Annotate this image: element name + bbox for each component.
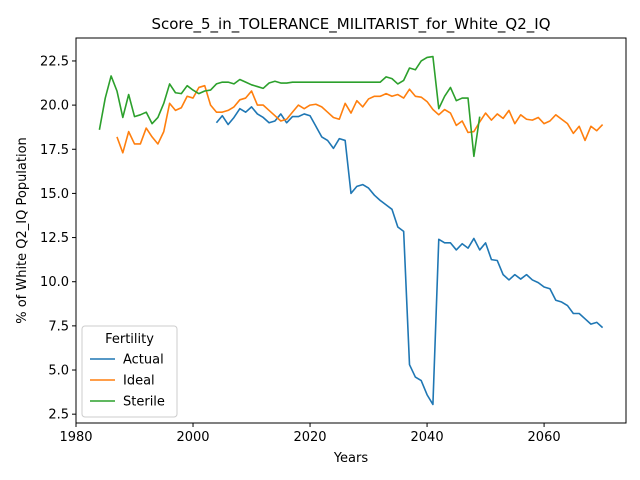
- legend-entries: Actual Ideal Sterile: [90, 353, 165, 410]
- y-axis-label: % of White Q2_IQ Population: [15, 137, 30, 324]
- y-tick-label: 12.5: [40, 231, 69, 246]
- x-tick-label: 1980: [59, 430, 92, 445]
- x-axis-label: Years: [333, 451, 369, 466]
- y-tick-label: 20.0: [40, 99, 69, 114]
- y-tick-label: 15.0: [40, 187, 69, 202]
- legend-title: Fertility: [105, 332, 154, 347]
- y-tick-label: 22.5: [40, 54, 69, 69]
- x-tick-label: 2020: [293, 430, 326, 445]
- series-line-sterile: [98, 55, 481, 158]
- y-tick-label: 17.5: [40, 143, 69, 158]
- chart-title: Score_5_in_TOLERANCE_MILITARIST_for_Whit…: [151, 15, 550, 34]
- x-tick-label: 2000: [176, 430, 209, 445]
- y-tick-label: 10.0: [40, 275, 69, 290]
- legend-box: [81, 325, 178, 418]
- y-tick-label: 5.0: [48, 364, 69, 379]
- legend-label-actual: Actual: [123, 353, 164, 368]
- x-tick-label: 2040: [411, 430, 444, 445]
- legend-label-sterile: Sterile: [123, 395, 165, 410]
- series-line-actual: [215, 106, 604, 406]
- legend: Fertility Actual Ideal Sterile: [81, 325, 178, 418]
- legend-label-ideal: Ideal: [123, 374, 155, 389]
- x-axis: 1980 2000 2020 2040 2060: [59, 423, 561, 445]
- y-tick-label: 7.5: [48, 319, 69, 334]
- y-tick-label: 2.5: [48, 408, 69, 423]
- x-tick-label: 2060: [528, 430, 561, 445]
- y-axis: 2.5 5.0 7.5 10.0 12.5 15.0 17.5 20.0 22.5: [40, 54, 76, 423]
- series-line-ideal: [116, 84, 604, 154]
- series-layer: [98, 55, 604, 406]
- axes-frame: [75, 37, 627, 424]
